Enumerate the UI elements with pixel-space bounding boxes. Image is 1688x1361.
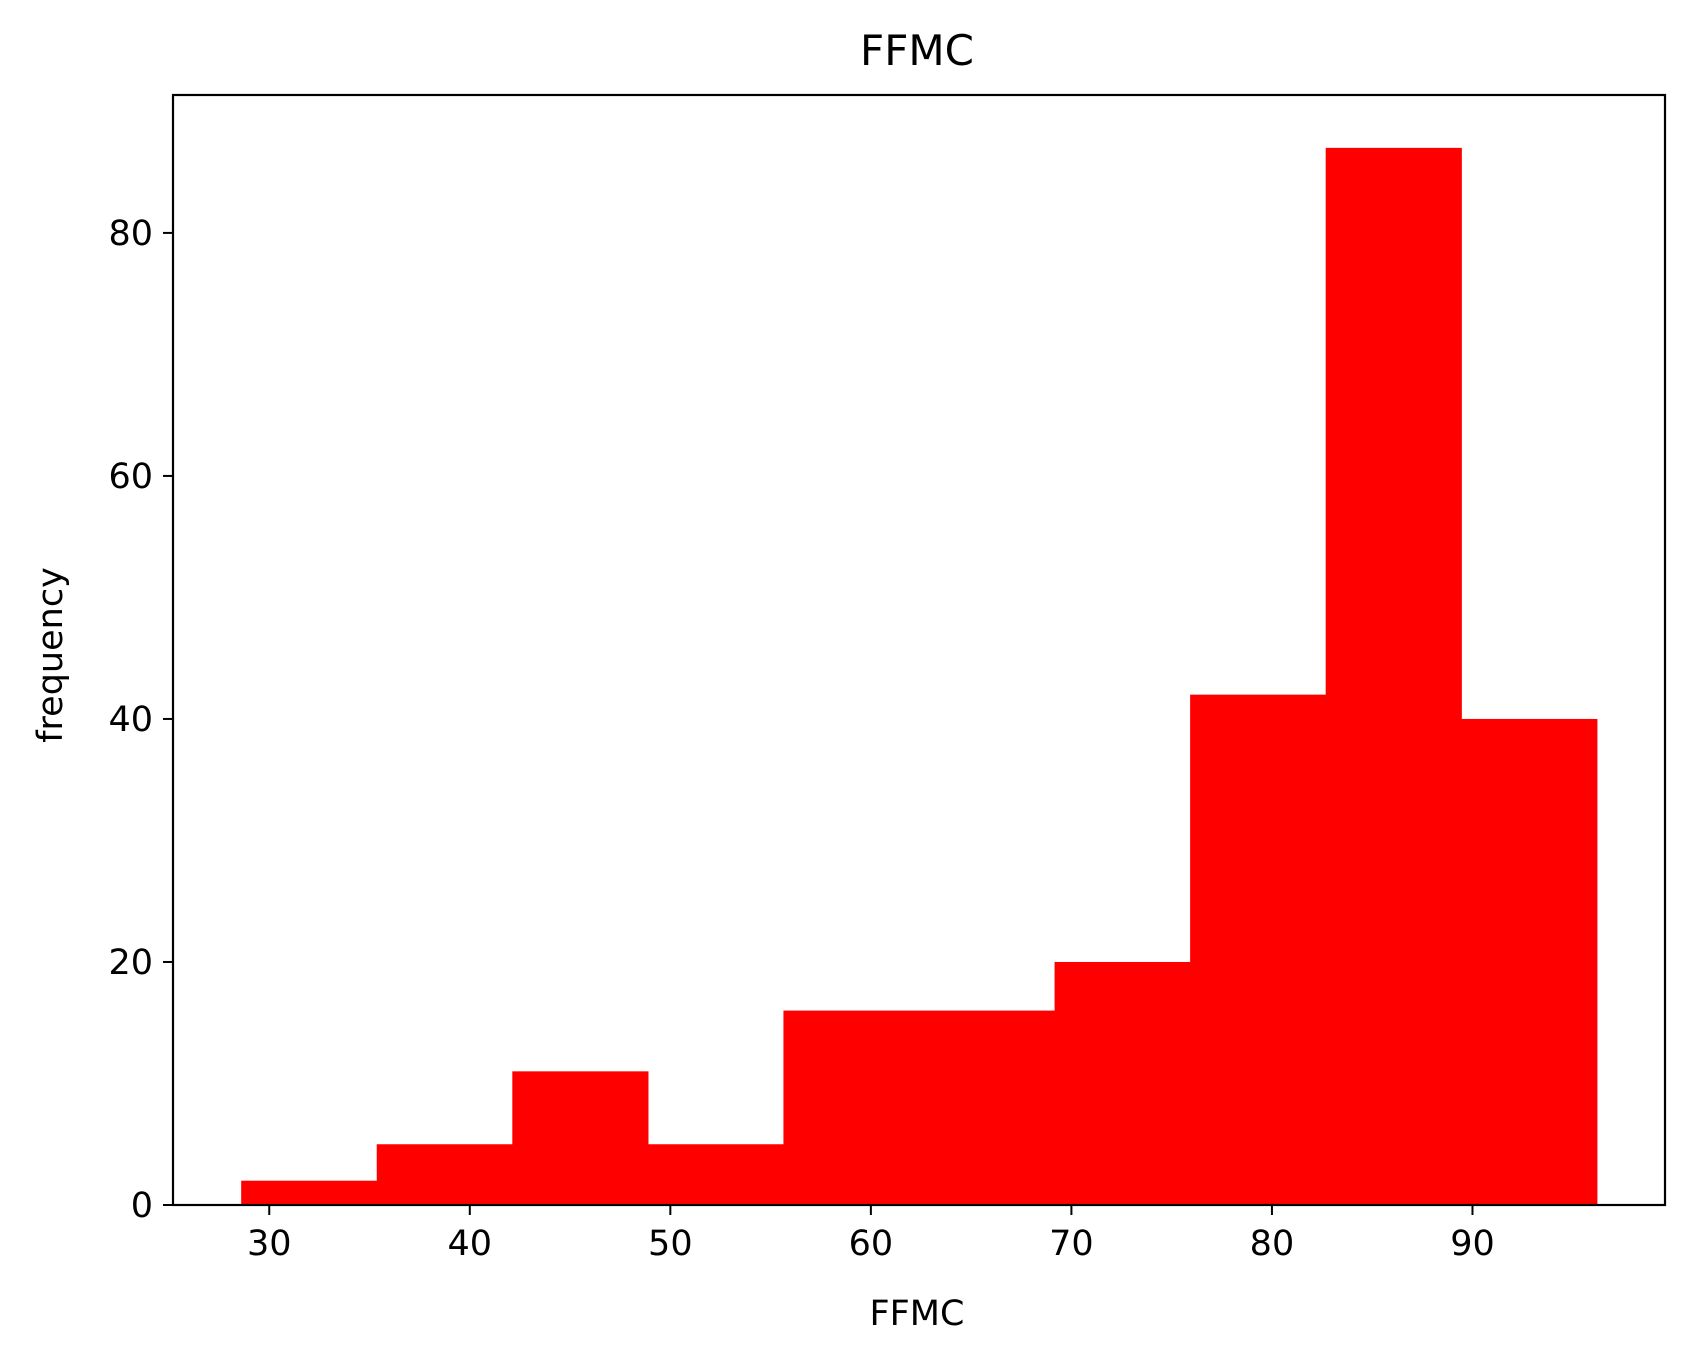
y-tick-label: 40 <box>108 700 153 740</box>
y-tick-label: 0 <box>131 1186 153 1226</box>
x-tick-label: 40 <box>448 1224 493 1264</box>
x-axis-ticks: 30 40 50 60 70 80 90 <box>247 1205 1495 1264</box>
y-tick-label: 80 <box>108 214 153 254</box>
x-axis-label: FFMC <box>870 1294 965 1334</box>
x-tick-label: 60 <box>849 1224 894 1264</box>
x-tick-label: 70 <box>1049 1224 1094 1264</box>
y-axis-ticks: 0 20 40 60 80 <box>108 214 173 1226</box>
histogram-bar <box>376 1144 513 1205</box>
histogram-bar <box>1461 718 1598 1205</box>
y-axis-label: frequency <box>31 567 71 743</box>
y-tick-label: 20 <box>108 943 153 983</box>
histogram-bar <box>241 1180 378 1205</box>
x-tick-label: 80 <box>1250 1224 1295 1264</box>
histogram-bar <box>647 1144 785 1205</box>
histogram-bar <box>1190 694 1327 1205</box>
plot-area-frame <box>171 93 1667 1207</box>
histogram-bar <box>1325 147 1462 1205</box>
histogram-bar <box>919 1010 1056 1205</box>
histogram-bar <box>1054 961 1191 1205</box>
x-tick-label: 30 <box>247 1224 292 1264</box>
histogram-bar <box>512 1071 649 1205</box>
x-tick-label: 90 <box>1450 1224 1495 1264</box>
x-tick-label: 50 <box>648 1224 693 1264</box>
chart-title: FFMC <box>860 26 974 75</box>
y-tick-label: 60 <box>108 457 153 497</box>
histogram-bars <box>241 147 1598 1205</box>
histogram-bar <box>783 1010 920 1205</box>
